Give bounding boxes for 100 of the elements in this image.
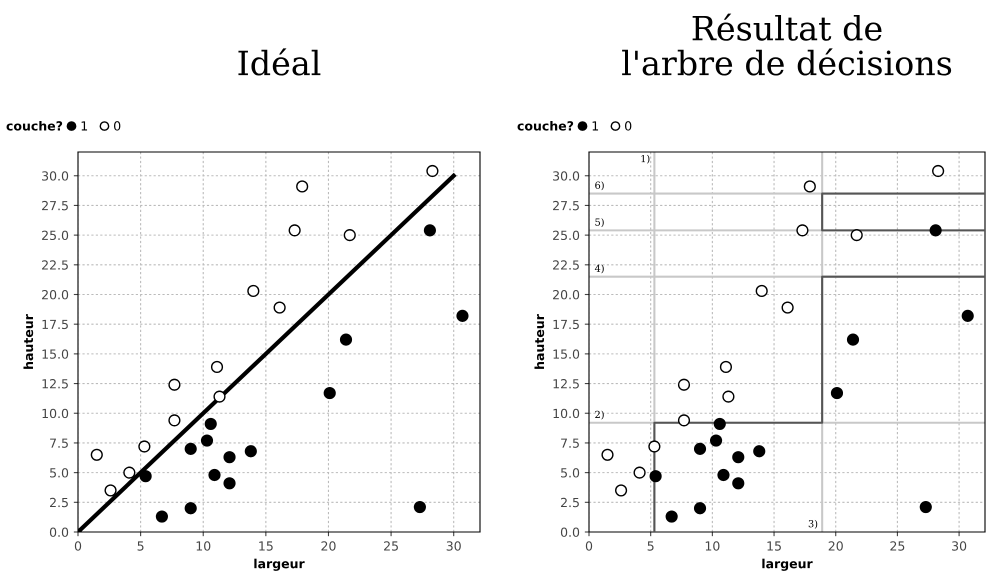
y-tick-label: 20.0 (42, 290, 68, 300)
point (213, 390, 226, 403)
point (694, 442, 706, 455)
x-tick-label: 15 (767, 541, 781, 551)
y-tick-label: 7.5 (561, 438, 579, 448)
point (247, 284, 260, 298)
y-tick-label: 17.5 (42, 320, 68, 330)
point (796, 224, 808, 236)
point (714, 418, 726, 430)
point (223, 477, 236, 490)
point (710, 434, 722, 447)
y-tick-label: 12.5 (554, 379, 579, 388)
point (717, 468, 730, 482)
legend-title: couche? (6, 120, 62, 131)
x-axis-title: largeur (762, 558, 813, 571)
y-tick-label: 5.0 (561, 468, 580, 478)
point (753, 445, 766, 458)
point (426, 164, 438, 178)
point (210, 360, 224, 374)
y-tick-label: 30.0 (553, 171, 580, 181)
point (850, 229, 863, 242)
point (204, 418, 217, 430)
point (601, 448, 614, 461)
y-tick-label: 2.5 (561, 498, 579, 508)
x-tick-label: 20 (321, 541, 336, 551)
y-tick-label: 25.0 (553, 230, 580, 240)
point (138, 440, 150, 453)
point (168, 414, 181, 426)
point (782, 301, 794, 314)
point (694, 502, 706, 514)
point (804, 180, 816, 193)
point (666, 510, 678, 523)
y-tick-label: 22.5 (42, 260, 68, 270)
point (648, 440, 660, 453)
x-axis-title: largeur (254, 558, 305, 571)
point (208, 468, 221, 482)
point (288, 224, 301, 236)
point (930, 224, 942, 236)
point (184, 502, 197, 514)
y-tick-label: 25.0 (42, 230, 68, 240)
x-tick-label: 5 (648, 541, 654, 551)
point (846, 334, 860, 346)
annotation: 5) (595, 218, 604, 228)
y-axis-title: hauteur (534, 314, 544, 369)
legend-label: 0 (114, 121, 120, 131)
point (456, 310, 469, 322)
x-tick-label: 30 (952, 541, 966, 551)
point (140, 470, 152, 482)
y-tick-label: 5.0 (50, 468, 68, 478)
point (296, 180, 308, 193)
x-tick-label: 25 (890, 541, 904, 551)
y-tick-label: 10.0 (554, 408, 580, 418)
point (274, 301, 286, 314)
point (615, 484, 628, 497)
x-tick-label: 10 (196, 541, 210, 551)
point (244, 445, 257, 458)
point (123, 466, 136, 479)
annotation: 1) (641, 154, 650, 164)
annotation: 6) (595, 181, 604, 190)
x-tick-label: 15 (259, 541, 273, 551)
point (920, 500, 932, 514)
y-tick-label: 22.5 (553, 260, 579, 270)
annotation: 2) (595, 410, 604, 420)
point (424, 224, 436, 236)
y-tick-label: 15.0 (42, 349, 68, 359)
y-tick-label: 0.0 (560, 527, 580, 537)
legend-title: couche? (518, 120, 574, 131)
point (756, 284, 768, 298)
y-axis-title: hauteur (23, 314, 34, 369)
x-tick-label: 5 (138, 541, 144, 551)
point (678, 378, 690, 391)
point (344, 229, 356, 242)
y-tick-label: 7.5 (50, 438, 68, 448)
x-tick-label: 20 (828, 541, 843, 551)
point (223, 451, 236, 464)
legend-label: 1 (592, 121, 598, 130)
point (830, 386, 844, 400)
point (324, 386, 336, 400)
annotation: 4) (594, 264, 604, 274)
point (104, 484, 117, 497)
point (932, 164, 944, 178)
x-tick-label: 25 (384, 541, 398, 551)
point (156, 510, 168, 523)
point (722, 390, 734, 403)
point (168, 378, 181, 391)
x-tick-label: 30 (446, 541, 461, 551)
point (650, 470, 662, 482)
chart-title: Idéal (238, 48, 320, 76)
y-tick-label: 0.0 (50, 527, 68, 537)
point (90, 448, 103, 461)
chart-title: Résultat de l'arbre de décisions (622, 14, 952, 76)
x-tick-label: 0 (74, 541, 82, 551)
point (200, 434, 214, 447)
point (732, 451, 744, 464)
point (340, 334, 352, 346)
x-tick-label: 10 (706, 541, 720, 551)
point (184, 442, 197, 455)
y-tick-label: 10.0 (42, 408, 68, 418)
x-tick-label: 0 (586, 541, 592, 551)
point (634, 466, 646, 479)
